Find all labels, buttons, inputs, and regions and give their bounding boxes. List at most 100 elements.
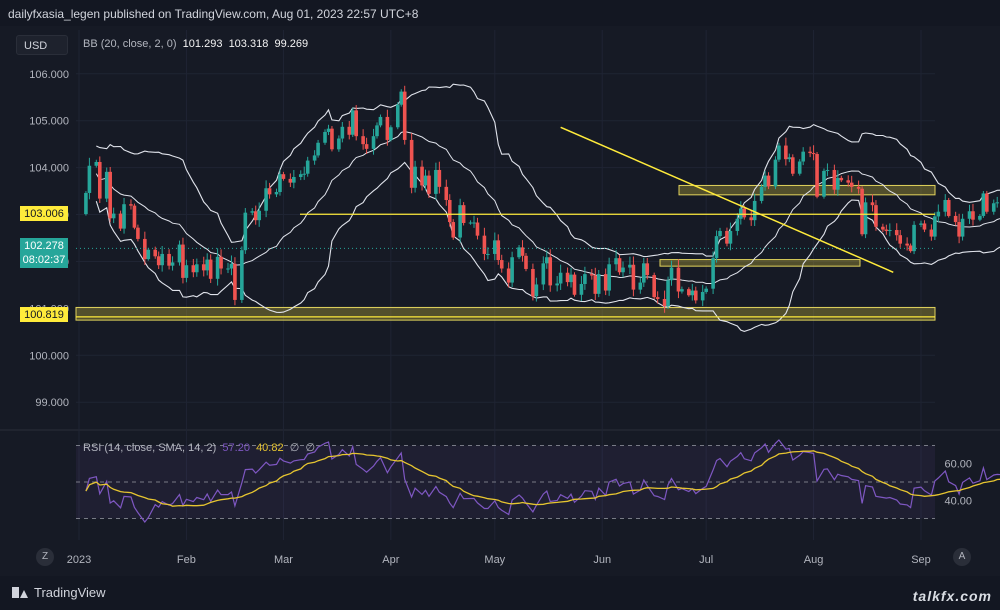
candle bbox=[458, 198, 462, 243]
candle-body bbox=[836, 177, 840, 190]
candle bbox=[936, 204, 941, 223]
candle bbox=[822, 168, 826, 199]
candle bbox=[572, 272, 577, 297]
candle bbox=[863, 197, 868, 239]
candle-body bbox=[330, 128, 334, 150]
candle bbox=[298, 170, 303, 181]
rsi-legend[interactable]: RSI (14, close, SMA, 14, 2) 57.20 40.82 … bbox=[83, 441, 315, 454]
candle bbox=[219, 249, 223, 275]
candle bbox=[177, 240, 182, 266]
candle-body bbox=[991, 203, 996, 212]
candle-body bbox=[596, 274, 601, 294]
candle bbox=[846, 175, 851, 187]
candle bbox=[97, 156, 102, 204]
candle bbox=[763, 170, 767, 191]
candle-body bbox=[316, 142, 320, 156]
candle-body bbox=[784, 145, 788, 160]
candle bbox=[94, 159, 99, 168]
candle bbox=[520, 240, 525, 262]
zone-layer bbox=[75, 184, 936, 321]
candle-body bbox=[229, 263, 234, 269]
candle-body bbox=[846, 180, 851, 183]
candle bbox=[326, 124, 331, 136]
candle-body bbox=[666, 280, 670, 307]
candle bbox=[860, 186, 864, 237]
candle-body bbox=[960, 218, 965, 237]
auto-scale-button[interactable]: A bbox=[953, 548, 971, 566]
candle bbox=[815, 152, 819, 199]
candle-body bbox=[226, 268, 230, 270]
candle-body bbox=[486, 253, 490, 255]
candle bbox=[995, 196, 1000, 208]
candle-body bbox=[208, 259, 213, 279]
candle bbox=[493, 232, 497, 261]
candle-body bbox=[305, 160, 310, 174]
candle bbox=[250, 208, 255, 216]
candle bbox=[226, 262, 230, 274]
tradingview-logo[interactable]: TradingView bbox=[12, 585, 106, 600]
candle-body bbox=[735, 218, 740, 231]
candle-body bbox=[870, 202, 875, 206]
bb-basis-value: 101.293 bbox=[182, 38, 223, 50]
candle-body bbox=[749, 217, 754, 221]
candle bbox=[375, 122, 379, 139]
rsi-legend-name: RSI (14, close, SMA, 14, 2) bbox=[83, 442, 217, 454]
resistance-price-tag: 103.006 bbox=[20, 206, 68, 221]
candle bbox=[881, 223, 885, 232]
bb-legend[interactable]: BB (20, close, 2, 0) 101.293 103.318 99.… bbox=[83, 38, 308, 50]
candle bbox=[323, 129, 327, 145]
rsi-value: 57.20 bbox=[222, 442, 250, 454]
candle-body bbox=[894, 230, 899, 236]
candle bbox=[617, 254, 622, 275]
candle bbox=[957, 213, 961, 244]
time-tick-label: Jul bbox=[699, 554, 713, 566]
candle bbox=[302, 166, 307, 180]
candle bbox=[451, 219, 456, 240]
currency-button[interactable]: USD bbox=[16, 35, 68, 55]
candle bbox=[350, 107, 355, 137]
candle-body bbox=[132, 205, 137, 228]
candle bbox=[281, 171, 286, 181]
candle bbox=[482, 227, 487, 261]
candle-body bbox=[257, 210, 261, 221]
candle bbox=[240, 246, 244, 303]
candle-body bbox=[520, 247, 525, 256]
candle-body bbox=[777, 145, 781, 160]
candle-body bbox=[118, 213, 123, 229]
candle bbox=[122, 197, 126, 234]
candle-body bbox=[953, 215, 958, 223]
chart-canvas[interactable]: 106.000105.000104.000103.000102.000101.0… bbox=[0, 0, 1000, 576]
candle-body bbox=[323, 131, 327, 143]
candle bbox=[170, 256, 175, 271]
candle-body bbox=[541, 263, 546, 285]
candle-body bbox=[444, 186, 449, 200]
candle-body bbox=[337, 138, 341, 150]
candle-body bbox=[981, 193, 986, 216]
candle-body bbox=[579, 283, 584, 295]
candle bbox=[718, 227, 722, 239]
candle-body bbox=[884, 229, 889, 231]
candle-body bbox=[94, 161, 99, 166]
candle bbox=[943, 194, 948, 217]
timezone-button[interactable]: Z bbox=[36, 548, 54, 566]
price-tick-label: 105.000 bbox=[29, 116, 69, 128]
candle bbox=[638, 277, 643, 294]
candle-body bbox=[111, 213, 116, 219]
chart-area[interactable] bbox=[0, 26, 1000, 576]
candle bbox=[777, 142, 781, 162]
candle-body bbox=[569, 274, 573, 283]
rsi-line bbox=[85, 439, 1000, 523]
candle-body bbox=[423, 175, 428, 186]
rsi-pane bbox=[76, 439, 1000, 523]
candle bbox=[267, 182, 272, 199]
candle bbox=[687, 287, 691, 297]
candle bbox=[104, 167, 109, 203]
candle-body bbox=[267, 188, 272, 195]
candle-body bbox=[233, 263, 237, 300]
candle bbox=[801, 147, 805, 166]
bb-lower-value: 99.269 bbox=[274, 38, 309, 50]
candle bbox=[728, 222, 733, 251]
candle-body bbox=[628, 264, 632, 268]
candle bbox=[669, 260, 674, 286]
candle bbox=[167, 249, 171, 270]
